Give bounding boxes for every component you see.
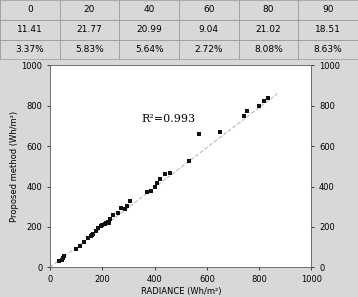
Point [262, 98, 267, 103]
Point [256, 103, 262, 108]
Point [102, 222, 108, 226]
Point [100, 222, 105, 227]
Point [106, 220, 112, 225]
Point [241, 113, 246, 118]
Point [107, 217, 113, 221]
Text: R²=0.993: R²=0.993 [142, 114, 196, 124]
Point [115, 210, 121, 215]
Point [85, 236, 91, 240]
Point [88, 234, 93, 238]
Point [162, 172, 168, 177]
Point [90, 232, 96, 236]
Point [110, 212, 116, 217]
Point [60, 256, 66, 260]
Point [266, 95, 271, 100]
Point [245, 108, 250, 113]
Point [105, 219, 111, 224]
Point [127, 198, 133, 203]
Point [148, 188, 154, 193]
Point [93, 229, 99, 233]
Y-axis label: Proposed method (Wh/m²): Proposed method (Wh/m²) [10, 111, 19, 222]
Point [196, 132, 202, 136]
Point [89, 233, 95, 237]
Point [124, 203, 130, 208]
Point [122, 206, 127, 211]
Point [96, 225, 101, 230]
Point [59, 258, 65, 263]
Point [73, 247, 79, 252]
Point [168, 171, 173, 176]
Point [152, 184, 158, 189]
Point [98, 224, 104, 228]
Point [144, 189, 150, 194]
Point [154, 181, 160, 186]
Point [57, 259, 62, 264]
Point [157, 177, 163, 182]
Point [77, 244, 83, 249]
Point [103, 220, 109, 225]
Point [118, 205, 124, 210]
Point [217, 129, 223, 134]
Point [62, 254, 67, 259]
Point [186, 159, 192, 164]
Point [81, 240, 87, 244]
X-axis label: RADIANCE (Wh/m²): RADIANCE (Wh/m²) [141, 287, 221, 296]
